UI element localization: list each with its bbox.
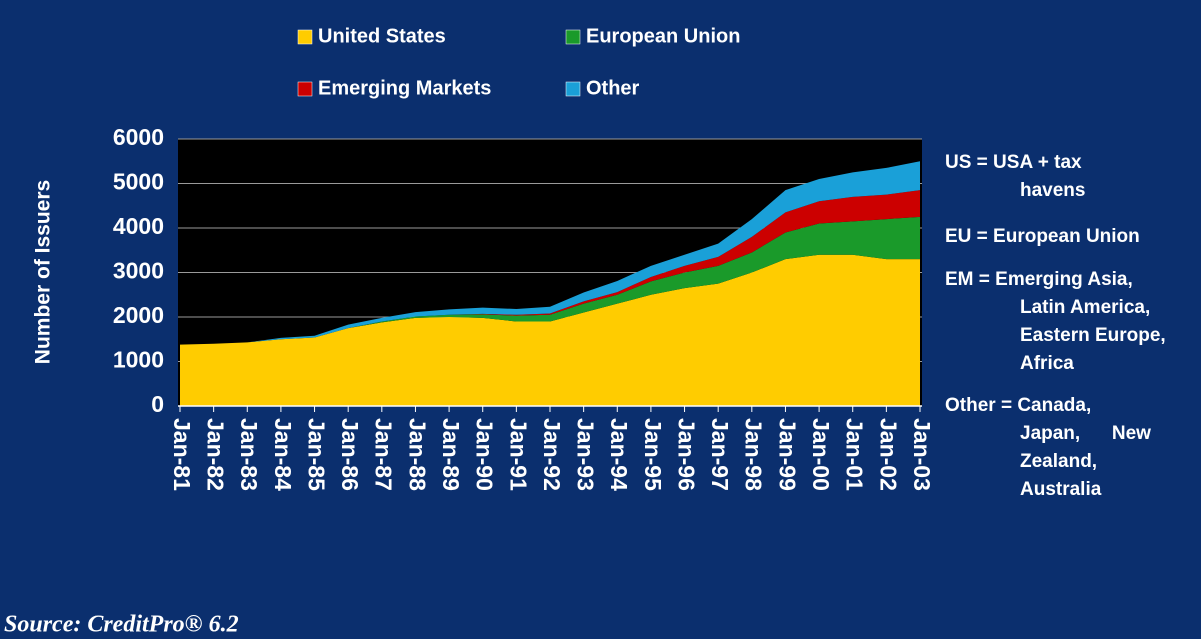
annotation: Japan, New [1020,423,1151,444]
x-tick-label: Jan-02 [875,418,901,491]
y-tick-label: 1000 [113,347,164,373]
legend-label: Emerging Markets [318,77,491,99]
annotation: US = USA + tax [945,152,1082,173]
y-tick-label: 5000 [113,169,164,195]
x-tick-label: Jan-99 [774,418,800,491]
y-tick-label: 2000 [113,302,164,328]
x-tick-label: Jan-81 [169,418,195,491]
x-tick-label: Jan-90 [472,418,498,491]
x-tick-label: Jan-89 [438,418,464,491]
y-tick-label: 4000 [113,213,164,239]
y-tick-label: 3000 [113,258,164,284]
annotation: Australia [1020,479,1102,500]
y-tick-label: 0 [151,391,164,417]
x-tick-label: Jan-03 [909,418,935,491]
x-tick-label: Jan-97 [707,418,733,491]
x-tick-label: Jan-93 [573,418,599,491]
x-tick-label: Jan-82 [203,418,229,491]
x-tick-label: Jan-88 [404,418,430,491]
annotation: EU = European Union [945,226,1140,247]
legend-swatch [565,81,581,97]
x-tick-label: Jan-85 [303,418,329,491]
area [180,190,920,345]
source: Source: CreditPro® 6.2 [4,612,239,638]
y-axis-label: Number of Issuers [32,180,55,364]
legend-swatch [565,29,581,45]
area [180,161,920,345]
y-tick-label: 6000 [113,124,164,150]
x-tick-label: Jan-87 [371,418,397,491]
area [180,216,920,345]
annotation: havens [1020,180,1085,201]
legend-swatch [297,81,313,97]
x-tick-label: Jan-98 [741,418,767,491]
x-tick-label: Jan-96 [673,418,699,491]
annotation: Zealand, [1020,451,1097,472]
annotation: Other = Canada, [945,395,1091,416]
x-tick-label: Jan-84 [270,418,296,491]
x-tick-label: Jan-00 [808,418,834,491]
x-tick-label: Jan-91 [505,418,531,491]
legend-swatch [297,29,313,45]
area [180,254,920,406]
x-tick-label: Jan-83 [236,418,262,491]
legend-label: Other [586,77,640,99]
annotation: Latin America, [1020,297,1150,318]
x-tick-label: Jan-86 [337,418,363,491]
x-tick-label: Jan-95 [640,418,666,491]
annotation: Eastern Europe, [1020,325,1166,346]
legend-label: United States [318,25,446,47]
x-tick-label: Jan-92 [539,418,565,491]
legend-label: European Union [586,25,740,47]
x-tick-label: Jan-01 [842,418,868,491]
x-tick-label: Jan-94 [606,418,632,491]
annotation: Africa [1020,353,1074,374]
annotation: EM = Emerging Asia, [945,269,1133,290]
